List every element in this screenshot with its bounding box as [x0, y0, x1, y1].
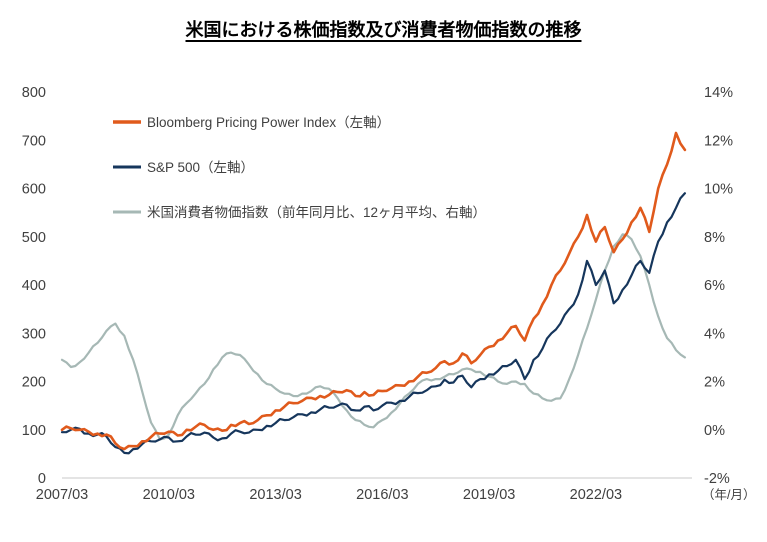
legend-item-us-cpi: 米国消費者物価指数（前年同月比、12ヶ月平均、右軸） [113, 204, 486, 220]
x-axis-tick-label: 2010/03 [143, 487, 195, 503]
y-axis-left-tick-label: 700 [22, 133, 46, 149]
legend-item-sp500: S&P 500（左軸） [113, 160, 254, 175]
x-axis-tick-label: 2007/03 [36, 487, 88, 503]
y-axis-left-tick-label: 500 [22, 230, 46, 246]
legend-label-bloomberg-ppi: Bloomberg Pricing Power Index（左軸） [147, 115, 390, 130]
y-axis-right-tick-label: 6% [704, 278, 725, 294]
x-axis-tick-label: 2019/03 [463, 487, 515, 503]
y-axis-right-tick-label: 2% [704, 375, 725, 391]
chart-title: 米国における株価指数及び消費者物価指数の推移 [0, 16, 767, 42]
y-axis-left-tick-label: 300 [22, 326, 46, 342]
legend-item-bloomberg-ppi: Bloomberg Pricing Power Index（左軸） [113, 115, 390, 130]
y-axis-left-tick-label: 100 [22, 423, 46, 439]
series-line-bloomberg-ppi [60, 131, 687, 451]
y-axis-left-tick-label: 600 [22, 182, 46, 198]
y-axis-left-tick-label: 200 [22, 375, 46, 391]
x-axis-unit-label: （年/月） [702, 488, 755, 502]
y-axis-left-tick-label: 400 [22, 278, 46, 294]
y-axis-right-tick-label: 4% [704, 326, 725, 342]
series-line-sp500 [60, 192, 686, 455]
x-axis-tick-label: 2013/03 [249, 487, 301, 503]
series-line-us-cpi [60, 233, 686, 441]
y-axis-left-tick-label: 800 [22, 85, 46, 101]
y-axis-right-tick-label: 10% [704, 182, 733, 198]
y-axis-right-tick-label: 0% [704, 423, 725, 439]
legend-label-sp500: S&P 500（左軸） [147, 160, 254, 175]
y-axis-right-tick-label: 8% [704, 230, 725, 246]
x-axis-tick-label: 2022/03 [570, 487, 622, 503]
y-axis-right-tick-label: 12% [704, 133, 733, 149]
y-axis-right-tick-label: 14% [704, 85, 733, 101]
y-axis-left-tick-label: 0 [38, 471, 46, 487]
legend-label-us-cpi: 米国消費者物価指数（前年同月比、12ヶ月平均、右軸） [147, 204, 486, 220]
chart-title-text: 米国における株価指数及び消費者物価指数の推移 [185, 20, 582, 40]
y-axis-right-tick-label: -2% [704, 471, 730, 487]
x-axis-tick-label: 2016/03 [356, 487, 408, 503]
